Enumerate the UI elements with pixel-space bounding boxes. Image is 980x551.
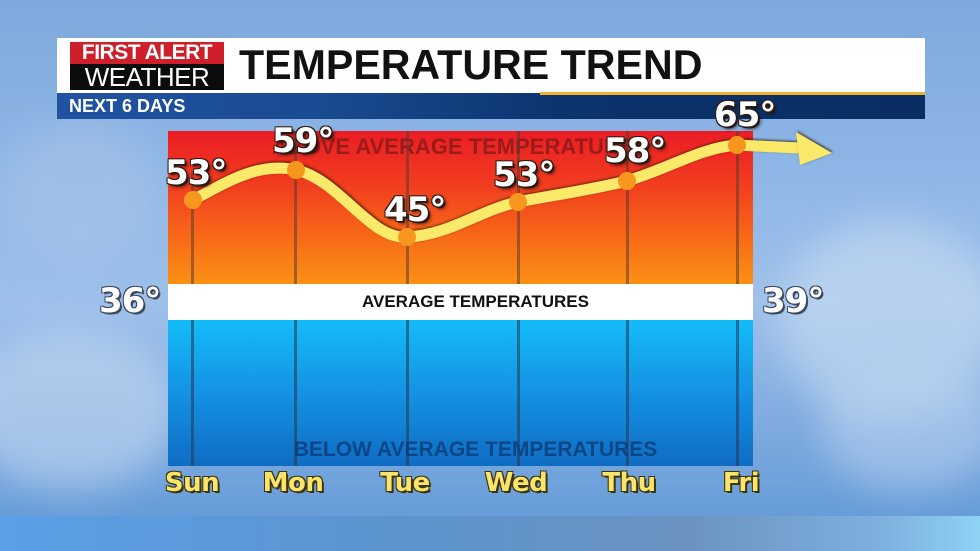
subtitle-bar: NEXT 6 DAYS	[57, 93, 925, 119]
below-average-label: BELOW AVERAGE TEMPERATURES	[293, 438, 658, 461]
logo-first-alert: FIRST ALERT	[70, 42, 224, 64]
day-label-tue: Tue	[380, 468, 430, 498]
cloud-decoration	[0, 330, 180, 490]
average-band: AVERAGE TEMPERATURES	[168, 284, 753, 320]
average-label: AVERAGE TEMPERATURES	[361, 292, 589, 311]
bottom-band	[0, 516, 980, 551]
day-label-sun: Sun	[164, 468, 220, 498]
accent-line	[540, 92, 925, 95]
page-title: TEMPERATURE TREND	[239, 41, 703, 88]
point-fri	[728, 136, 746, 154]
above-average-label: ABOVE AVERAGE TEMPERATURES	[271, 134, 650, 159]
gridline-sun	[191, 171, 194, 284]
point-wed	[509, 193, 527, 211]
below-average-region	[168, 320, 753, 466]
cloud-decoration	[0, 120, 160, 260]
temp-label-wed: 53°	[493, 155, 555, 195]
average-high-label: 39°	[762, 281, 824, 321]
gridline-fri-below	[736, 320, 739, 466]
point-sun	[184, 191, 202, 209]
gridline-mon-below	[294, 320, 297, 466]
temp-label-mon: 59°	[272, 121, 334, 161]
gridline-thu	[626, 131, 629, 284]
gridline-mon	[294, 131, 297, 284]
gridline-sun-below	[191, 320, 194, 466]
temperature-chart: ABOVE AVERAGE TEMPERATURES AVERAGE TEMPE…	[168, 131, 753, 466]
temp-label-thu: 58°	[604, 131, 666, 171]
point-tue	[398, 228, 416, 246]
average-low-label: 36°	[99, 281, 161, 321]
day-label-wed: Wed	[484, 468, 548, 498]
day-label-thu: Thu	[602, 468, 656, 498]
logo-weather: WEATHER	[70, 64, 224, 91]
day-label-fri: Fri	[722, 468, 760, 498]
point-mon	[287, 161, 305, 179]
title-bar: FIRST ALERT WEATHER TEMPERATURE TREND	[57, 38, 925, 93]
gridline-thu-below	[626, 320, 629, 466]
gridline-tue	[406, 131, 409, 284]
temp-label-sun: 53°	[165, 153, 227, 193]
gridline-wed-below	[517, 320, 520, 466]
day-label-mon: Mon	[262, 468, 324, 498]
subtitle: NEXT 6 DAYS	[69, 96, 186, 116]
cloud-decoration	[820, 360, 980, 490]
gridline-fri	[736, 131, 739, 284]
gridline-tue-below	[406, 320, 409, 466]
above-average-region: ABOVE AVERAGE TEMPERATURES	[168, 131, 753, 284]
point-thu	[618, 172, 636, 190]
temp-label-tue: 45°	[384, 190, 446, 230]
temp-label-fri: 65°	[714, 95, 776, 135]
